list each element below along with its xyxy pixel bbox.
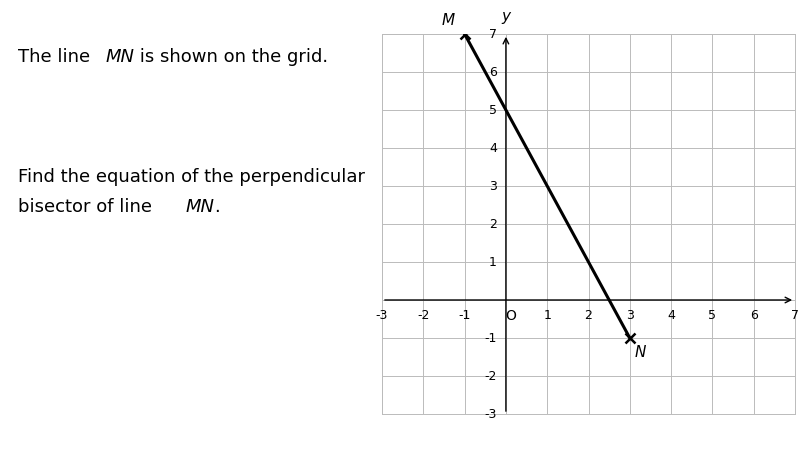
Text: N: N [634, 344, 646, 359]
Text: -2: -2 [485, 370, 497, 382]
Text: 1: 1 [489, 256, 497, 269]
Text: is shown on the grid.: is shown on the grid. [134, 48, 328, 66]
Text: -1: -1 [485, 332, 497, 345]
Text: 3: 3 [626, 308, 634, 322]
Text: 4: 4 [667, 308, 675, 322]
Text: 6: 6 [489, 66, 497, 79]
Text: 3: 3 [489, 180, 497, 193]
Text: -2: -2 [417, 308, 430, 322]
Text: 6: 6 [750, 308, 758, 322]
Text: 7: 7 [791, 308, 799, 322]
Text: Find the equation of the perpendicular: Find the equation of the perpendicular [18, 168, 365, 186]
Text: -3: -3 [485, 408, 497, 421]
Text: MN: MN [106, 48, 135, 66]
Text: -3: -3 [376, 308, 388, 322]
Text: 5: 5 [708, 308, 716, 322]
Text: .: . [214, 198, 220, 216]
Text: 5: 5 [489, 104, 497, 117]
Text: 1: 1 [543, 308, 551, 322]
Text: O: O [506, 308, 516, 322]
Text: M: M [441, 13, 454, 28]
Text: 4: 4 [489, 142, 497, 155]
Text: MN: MN [186, 198, 215, 216]
Text: The line: The line [18, 48, 96, 66]
Text: y: y [502, 9, 510, 23]
Text: 2: 2 [489, 218, 497, 231]
Text: 2: 2 [585, 308, 593, 322]
Text: bisector of line: bisector of line [18, 198, 158, 216]
Text: -1: -1 [458, 308, 470, 322]
Text: 7: 7 [489, 28, 497, 41]
